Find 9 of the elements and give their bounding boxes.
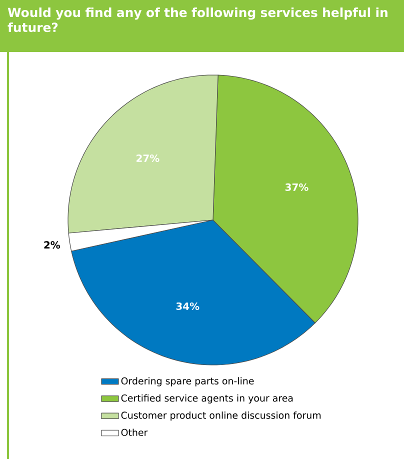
data-label: 2% bbox=[44, 241, 60, 249]
legend-label: Certified service agents in your area bbox=[121, 394, 293, 404]
legend-label: Other bbox=[121, 428, 148, 436]
data-label: 37% bbox=[285, 183, 308, 191]
data-label: 34% bbox=[176, 302, 200, 310]
legend-label: Customer product online discussion forum bbox=[121, 412, 321, 421]
data-label: 27% bbox=[136, 154, 160, 162]
chart-title: Would you find any of the following services helpful in future? bbox=[8, 8, 388, 32]
legend-label: Ordering spare parts on-line bbox=[121, 377, 254, 386]
